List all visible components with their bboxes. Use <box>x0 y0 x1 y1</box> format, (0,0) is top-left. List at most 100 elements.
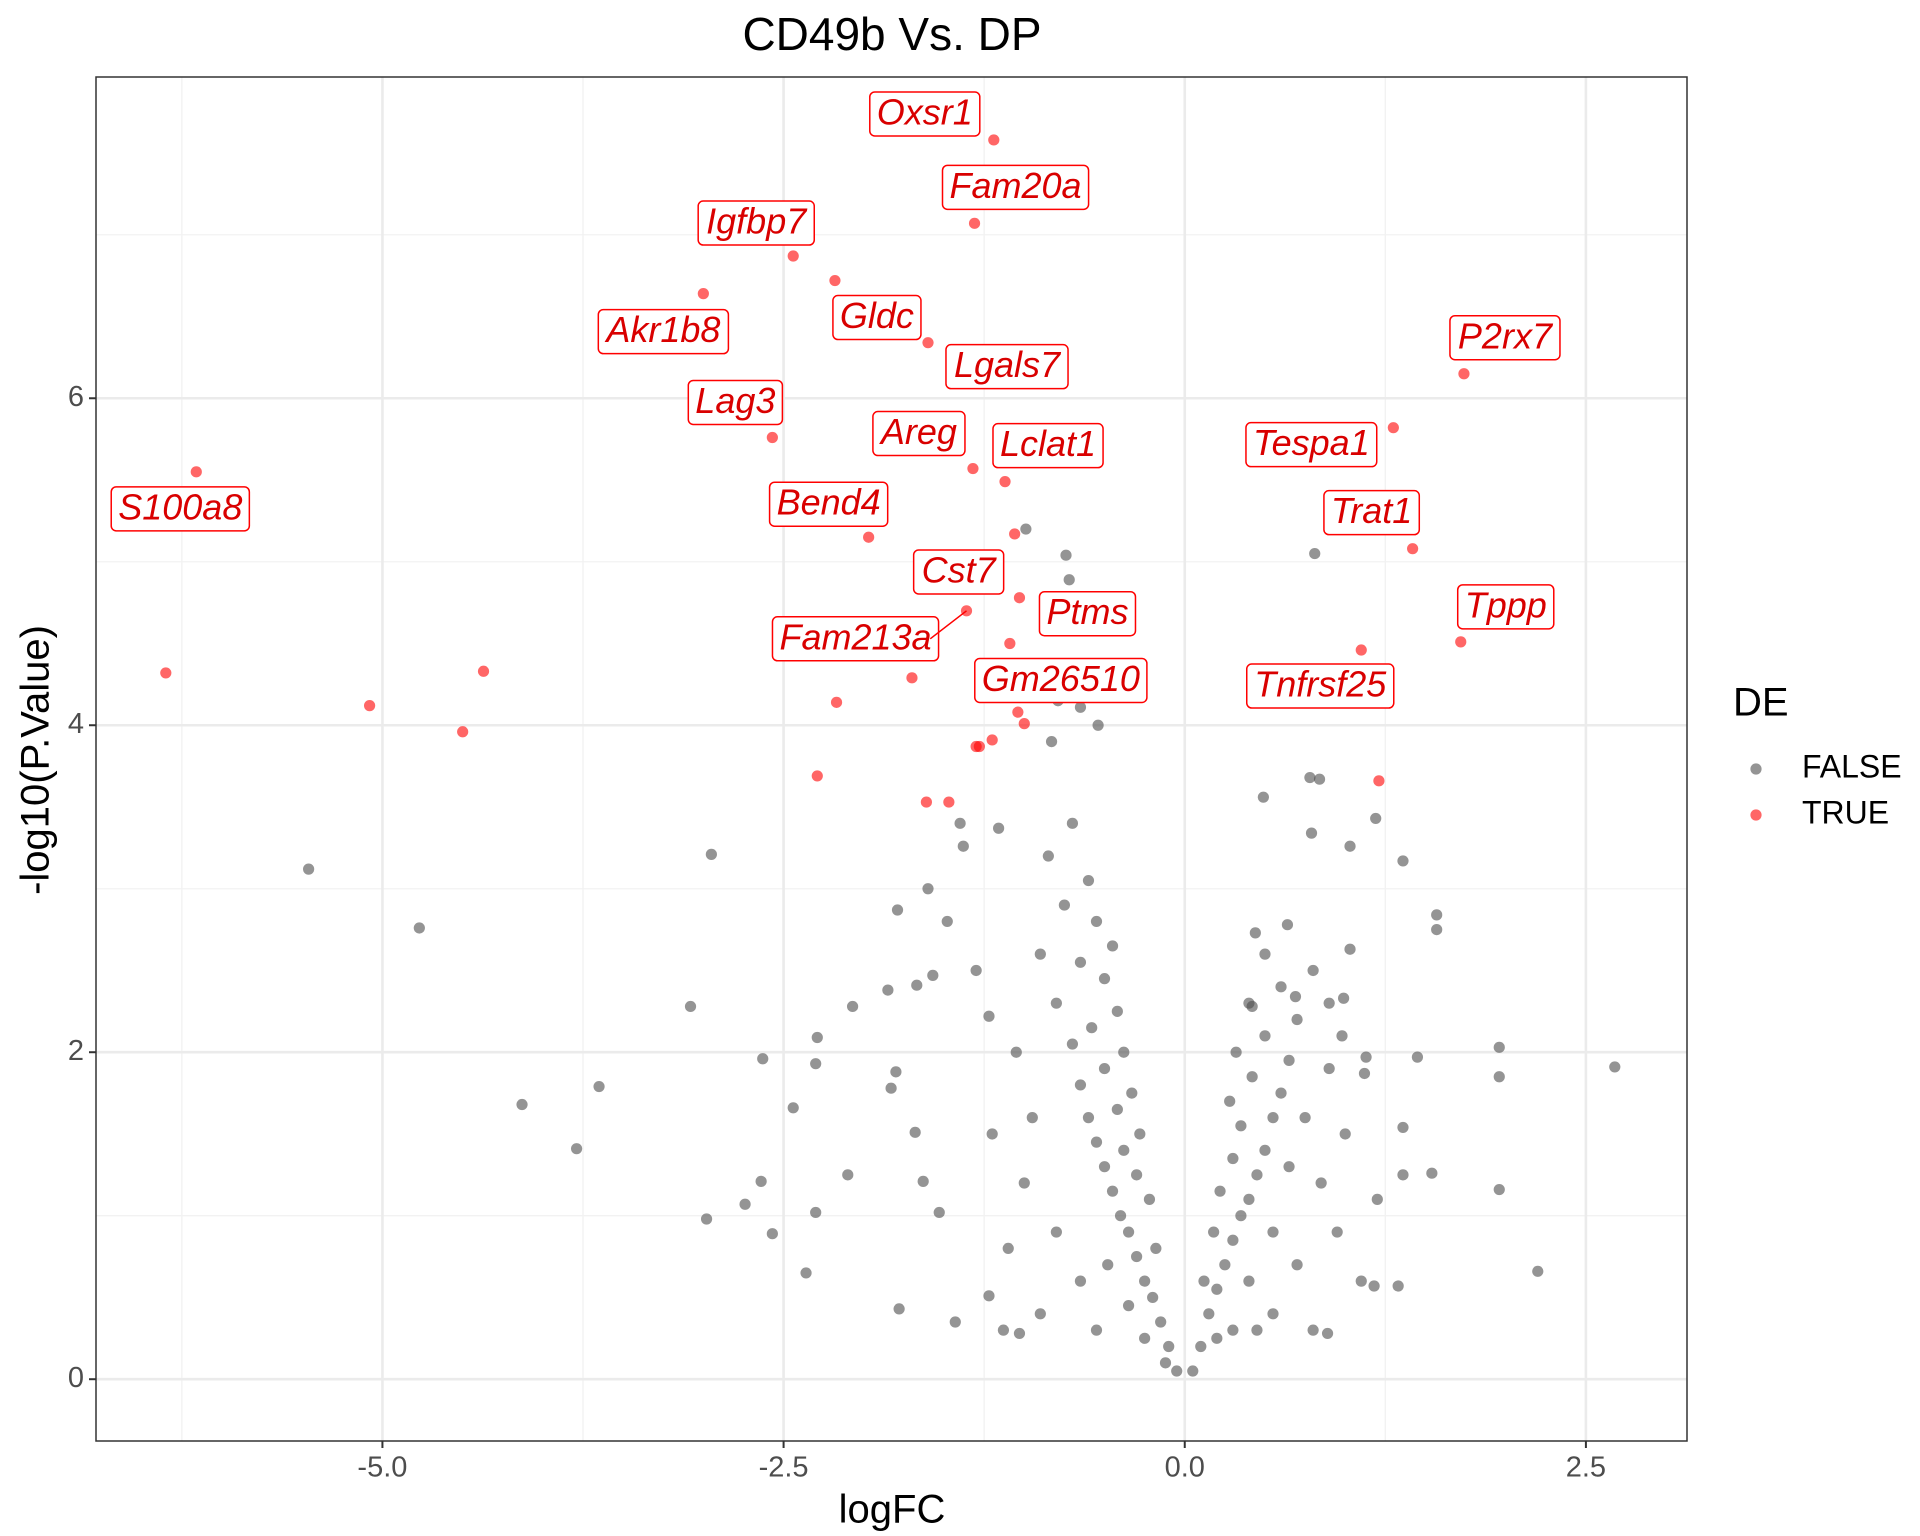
label-text: Lclat1 <box>1000 423 1096 464</box>
point <box>1370 812 1382 825</box>
point <box>846 1000 859 1013</box>
label-text: Igfbp7 <box>706 201 808 242</box>
point <box>1291 1259 1303 1271</box>
point <box>1050 1226 1062 1238</box>
point <box>1111 1005 1123 1017</box>
point <box>1305 827 1318 839</box>
point <box>1304 771 1316 784</box>
point <box>1315 1177 1327 1189</box>
point <box>810 1058 822 1070</box>
point <box>1243 1193 1255 1205</box>
point-label: Lag3 <box>687 379 784 426</box>
point <box>1299 1112 1311 1124</box>
series-true <box>160 134 1470 808</box>
point <box>1309 547 1321 560</box>
point <box>1026 1112 1038 1124</box>
point <box>1246 1071 1258 1083</box>
point <box>1368 1280 1380 1292</box>
point <box>891 904 904 916</box>
point <box>1431 909 1443 921</box>
point <box>1339 1128 1351 1140</box>
point <box>941 915 953 928</box>
y-tick-label: 2 <box>68 1035 84 1067</box>
point <box>1058 899 1070 911</box>
point <box>800 1267 812 1279</box>
series-false <box>303 523 1621 1377</box>
label-text: Cst7 <box>922 549 998 590</box>
label-box <box>872 410 966 457</box>
label-text: Lag3 <box>695 380 775 421</box>
point <box>1360 1051 1372 1063</box>
point <box>1259 1144 1271 1156</box>
label-box <box>1323 489 1421 536</box>
label-text: Fam213a <box>779 616 931 657</box>
point <box>1195 1340 1207 1353</box>
point <box>1122 1300 1135 1312</box>
point <box>1532 1265 1544 1277</box>
label-text: Areg <box>879 411 957 452</box>
point <box>766 1228 778 1240</box>
point <box>1397 855 1409 867</box>
point <box>1224 1095 1236 1107</box>
point <box>810 1206 822 1219</box>
label-box <box>912 549 1005 595</box>
point <box>968 217 981 229</box>
point <box>1275 981 1287 993</box>
point <box>1283 1054 1295 1066</box>
label-box <box>768 481 889 527</box>
point-label: Gm26510 <box>974 657 1148 704</box>
point-label: S100a8 <box>110 486 251 532</box>
label-text: Tppp <box>1465 584 1547 625</box>
point <box>1106 1185 1119 1197</box>
point <box>1163 1340 1175 1353</box>
x-tick-label: -2.5 <box>759 1452 809 1484</box>
point <box>993 822 1005 834</box>
label-text: Gm26510 <box>982 658 1140 699</box>
label-box <box>992 422 1104 469</box>
point-label: Igfbp7 <box>697 200 815 246</box>
point-label: P2rx7 <box>1449 314 1561 361</box>
point <box>1214 1185 1226 1197</box>
point <box>1289 991 1302 1003</box>
point-label: Akr1b8 <box>597 308 730 355</box>
point <box>1098 1062 1111 1075</box>
point <box>477 665 490 677</box>
point <box>1358 1067 1371 1080</box>
point-label: Tppp <box>1456 584 1555 630</box>
point <box>917 1175 929 1187</box>
point <box>1235 1120 1247 1132</box>
point <box>988 134 1000 146</box>
point <box>1387 422 1399 434</box>
label-text: Bend4 <box>777 482 881 523</box>
point <box>1131 1250 1143 1263</box>
point <box>1090 915 1103 928</box>
point-label: Areg <box>872 410 966 457</box>
point <box>830 696 843 708</box>
point <box>1493 1041 1505 1053</box>
legend-label: TRUE <box>1802 794 1889 830</box>
label-box <box>771 616 940 662</box>
point <box>1082 874 1095 887</box>
point <box>457 726 469 738</box>
point <box>954 817 966 829</box>
point <box>787 1102 799 1114</box>
point <box>1009 528 1021 540</box>
y-tick-label: 6 <box>68 381 84 413</box>
point <box>1134 1128 1146 1140</box>
point <box>983 1010 995 1022</box>
point-label: Fam20a <box>941 164 1090 211</box>
point <box>739 1198 751 1210</box>
label-connector <box>929 610 967 640</box>
point <box>911 979 923 991</box>
point <box>1139 1332 1151 1344</box>
label-text: S100a8 <box>118 486 242 527</box>
point <box>1493 1071 1505 1083</box>
point <box>1211 1283 1223 1295</box>
point <box>1090 1136 1103 1148</box>
point <box>757 1053 769 1065</box>
label-box <box>974 657 1148 704</box>
label-box <box>1449 314 1561 361</box>
point <box>755 1175 767 1187</box>
